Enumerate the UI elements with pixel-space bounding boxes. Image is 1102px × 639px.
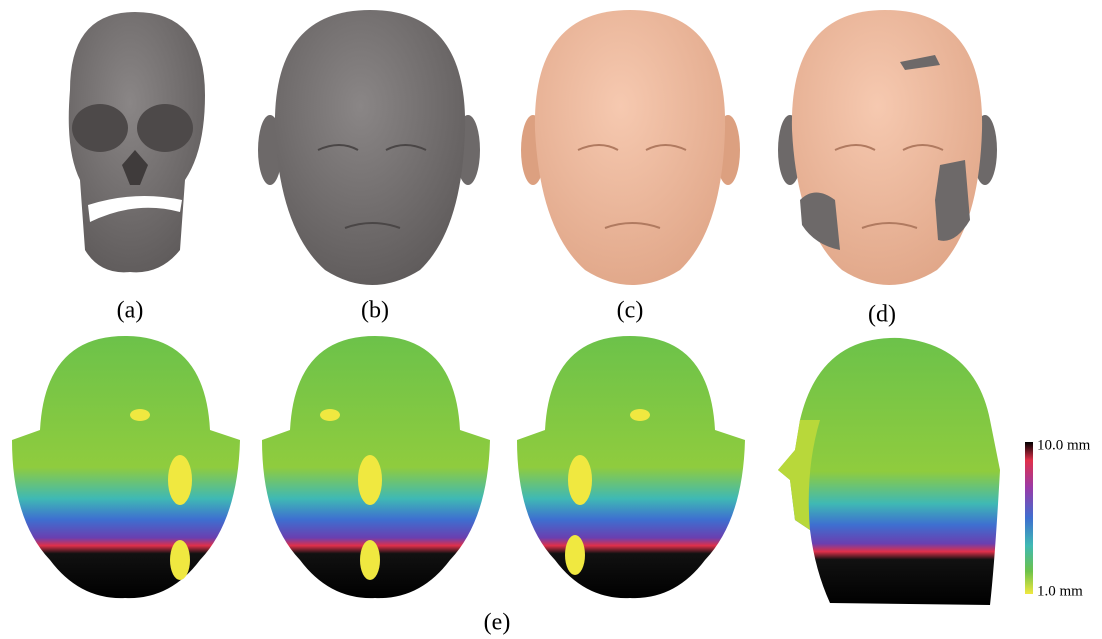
panel-label: (b) <box>361 298 389 324</box>
colorbar-min-label: 1.0 mm <box>1037 583 1083 599</box>
panel-label: (d) <box>868 302 896 328</box>
colorbar <box>1025 442 1033 594</box>
error-map-3 <box>517 336 745 599</box>
skull-render <box>68 12 205 273</box>
face-render-overlay <box>778 10 997 285</box>
face-render-gray <box>258 10 480 285</box>
panel-label: (a) <box>117 298 144 324</box>
panel-label: (c) <box>617 298 644 324</box>
error-map-side <box>778 337 1000 605</box>
colorbar-max-label: 10.0 mm <box>1037 437 1091 453</box>
face-render-peach <box>521 10 740 285</box>
error-map-1 <box>12 336 240 599</box>
panel-label: (e) <box>484 610 511 636</box>
error-map-2 <box>262 336 490 599</box>
